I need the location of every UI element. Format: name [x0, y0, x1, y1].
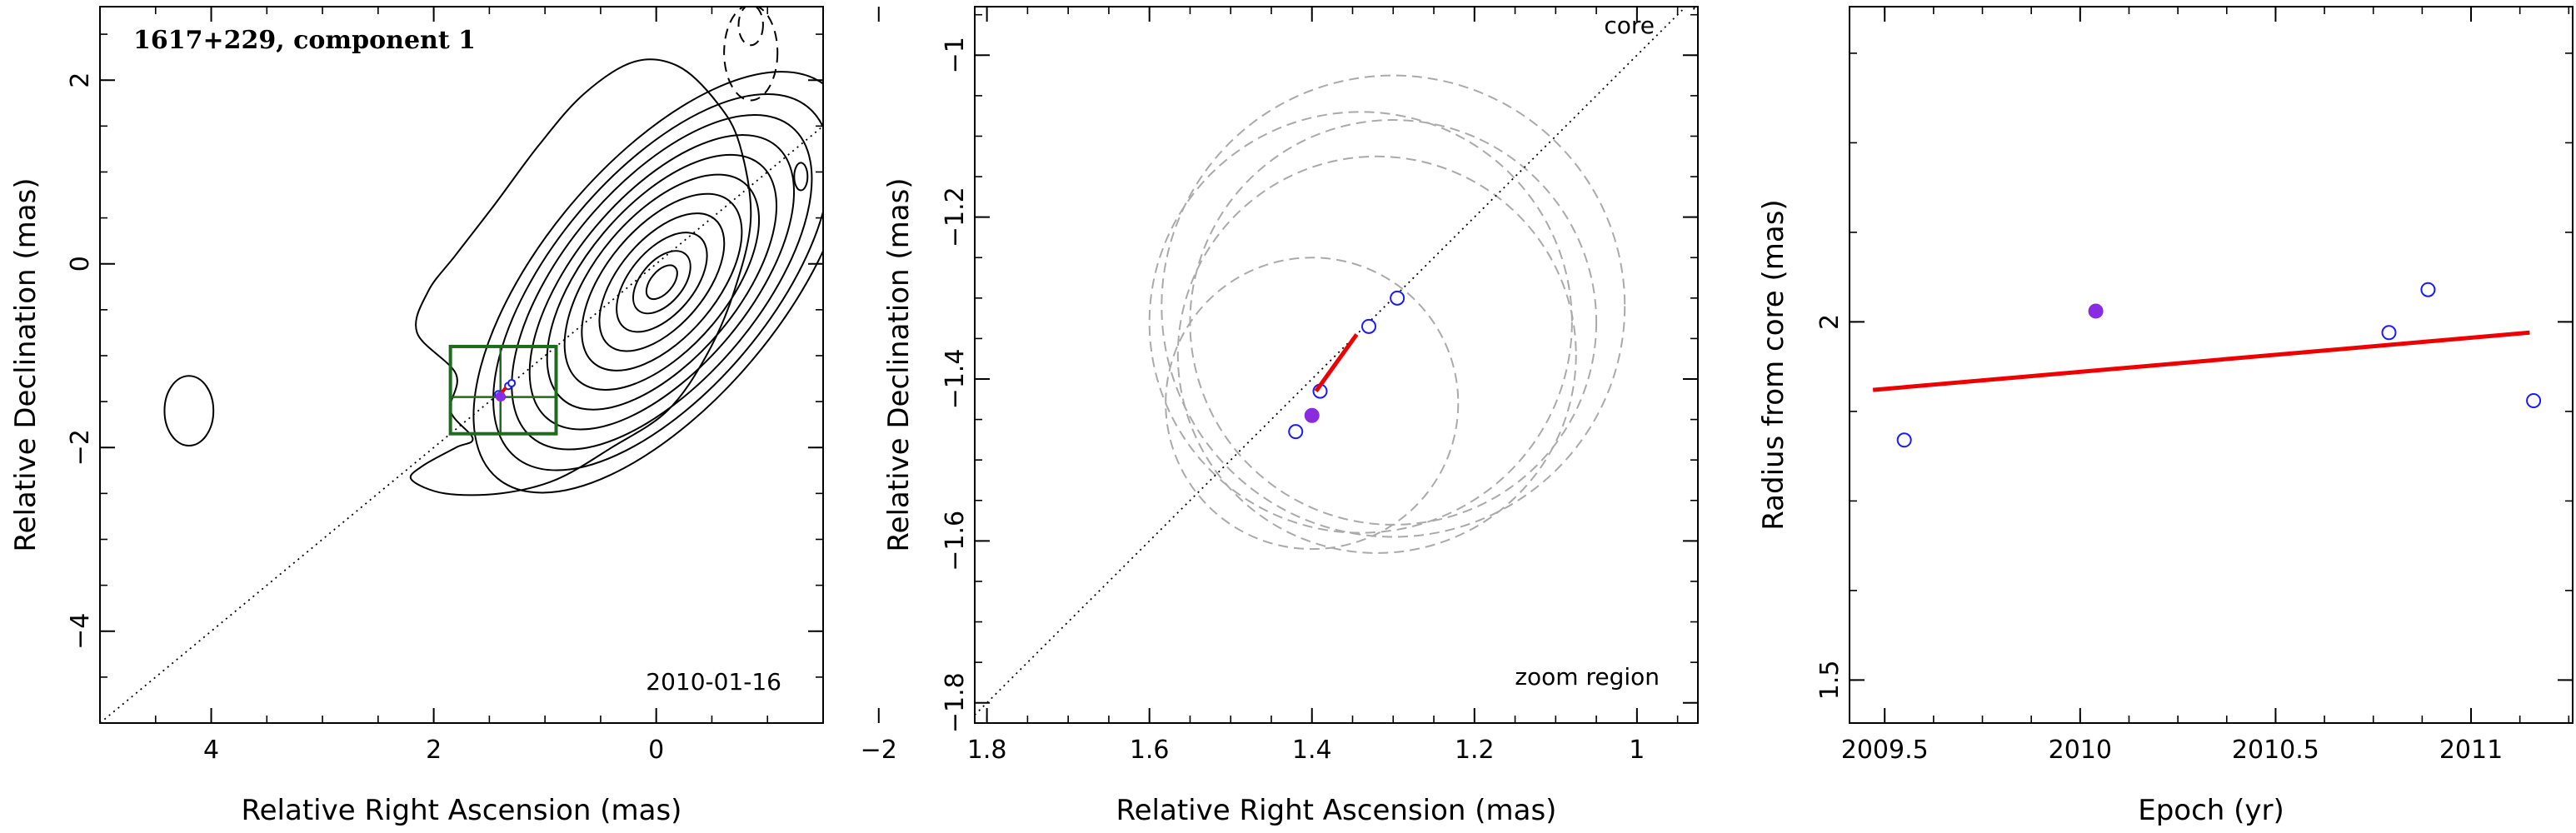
fit-line	[1872, 330, 2530, 392]
p0-y-tick-label: 2	[66, 72, 95, 88]
p1-y-axis-label: Relative Declination (mas)	[882, 177, 916, 551]
epoch-date-label: 2010-01-16	[646, 668, 781, 696]
p1-axes: 1.8 1.6 1.4 1.2 1 −1 −1.2 −1.4 −1.6 −1.8	[941, 6, 1699, 765]
negative-contour-5	[832, 92, 881, 225]
component-point-4	[507, 379, 517, 388]
isolated-contour-2	[793, 162, 809, 192]
p2-x-axis-label: Epoch (yr)	[2138, 794, 2284, 827]
p0-y-tick-label: 0	[66, 256, 95, 272]
p0-x-tick-label: −2	[861, 736, 897, 765]
core-direction-line-zoom	[975, 7, 1687, 716]
p0-frame	[99, 6, 824, 724]
p1-x-tick-label: 1	[1629, 736, 1645, 765]
p0-x-tick-label: 4	[203, 736, 219, 765]
component-size-circle-3	[1161, 74, 1626, 538]
p1-frame	[974, 6, 1699, 724]
p2-plot-area	[1872, 282, 2542, 448]
zoom-motion-vector	[1314, 333, 1359, 393]
p2-frame	[1849, 6, 2574, 724]
zoom-point-4	[1390, 290, 1405, 306]
epoch-point-3	[2381, 325, 2397, 341]
zoom-region-box	[448, 344, 558, 436]
p1-y-tick-label: −1.4	[941, 349, 970, 410]
epoch-point-4	[2420, 282, 2436, 297]
contour-layer	[100, 7, 881, 723]
contour-level-7	[581, 192, 743, 372]
contour-level-6	[563, 173, 761, 391]
p1-overlay-layer	[975, 7, 1695, 716]
contour-level-10	[632, 250, 691, 315]
zoom-region-note: zoom region	[1515, 663, 1660, 691]
epoch-point-5	[2526, 393, 2542, 408]
p2-y-axis-label: Radius from core (mas)	[1757, 199, 1790, 530]
p2-y-tick-label: 2	[1815, 314, 1845, 330]
component-size-circles	[1148, 74, 1626, 554]
map-title: 1617+229, component 1	[133, 26, 476, 55]
p0-axes: 4 2 0 −2 2 0 −2 −4	[66, 6, 897, 765]
core-direction-line	[100, 125, 823, 723]
contour-level-1	[472, 71, 823, 494]
p1-y-tick-label: −1	[941, 37, 970, 73]
core-arrow-head	[1693, 7, 1695, 10]
p2-x-tick-label: 2011	[2439, 736, 2503, 765]
component-size-circle-4	[1189, 119, 1598, 526]
p2-axes: 2009.5 2010 2010.5 2011 1.5 2	[1815, 6, 2574, 765]
zoom-current-point	[1304, 407, 1320, 423]
contour-level-8	[598, 212, 726, 352]
p0-x-tick-label: 0	[648, 736, 664, 765]
p1-x-tick-label: 1.4	[1292, 736, 1332, 765]
p0-y-tick-label: −2	[66, 429, 95, 466]
contour-level-4	[528, 134, 796, 431]
p0-plot-area	[100, 7, 881, 723]
outer-contour	[409, 58, 752, 496]
epoch-point-1	[1896, 432, 1912, 448]
p0-y-tick-label: −4	[66, 613, 95, 650]
p1-y-tick-label: −1.2	[941, 187, 970, 247]
contour-level-3	[511, 114, 813, 451]
p2-x-tick-label: 2009.5	[1841, 736, 1929, 765]
component-size-circle-2	[1148, 111, 1573, 534]
zoom-point-3	[1361, 318, 1377, 334]
panel-contour-map: 4 2 0 −2 2 0 −2 −4 1617+229, component 1 2010-0…	[9, 6, 897, 827]
p2-x-tick-label: 2010	[2049, 736, 2112, 765]
core-direction-label: core	[1604, 12, 1655, 39]
isolated-contour-1	[163, 375, 215, 447]
panel-zoom-region: 1.8 1.6 1.4 1.2 1 −1 −1.2 −1.4 −1.6 −1.8 zoom reg…	[882, 6, 1699, 827]
p0-y-axis-label: Relative Declination (mas)	[9, 177, 42, 551]
epoch-point-2	[2088, 303, 2104, 319]
p1-x-axis-label: Relative Right Ascension (mas)	[1116, 794, 1557, 827]
contour-level-11	[645, 264, 678, 301]
p1-y-tick-label: −1.6	[941, 511, 970, 571]
p2-x-tick-label: 2010.5	[2232, 736, 2319, 765]
contour-level-9	[616, 232, 708, 333]
negative-contour-4	[737, 7, 764, 47]
negative-contour-7	[822, 294, 823, 316]
contour-level-5	[546, 153, 778, 411]
p1-plot-area	[975, 7, 1695, 716]
p0-x-axis-label: Relative Right Ascension (mas)	[242, 794, 682, 827]
overlay-layer	[448, 344, 558, 436]
zoom-point-1	[1288, 424, 1304, 440]
negative-contour-3	[723, 7, 779, 102]
negative-contour-6	[846, 126, 866, 181]
component-size-circle-1	[1165, 257, 1460, 551]
component-size-circle-5	[1176, 155, 1577, 554]
current-epoch-point	[495, 392, 506, 402]
p2-y-tick-label: 1.5	[1815, 661, 1845, 701]
contour-level-2	[492, 93, 823, 471]
p0-x-tick-label: 2	[426, 736, 442, 765]
p2-overlay-layer	[1872, 282, 2542, 448]
p1-x-tick-label: 1.2	[1455, 736, 1495, 765]
p1-x-tick-label: 1.8	[967, 736, 1007, 765]
p1-y-tick-label: −1.8	[941, 672, 970, 733]
p1-x-tick-label: 1.6	[1130, 736, 1170, 765]
panel-radius-epoch: 2009.5 2010 2010.5 2011 1.5 2 Epoch (yr) Radi…	[1757, 6, 2574, 827]
